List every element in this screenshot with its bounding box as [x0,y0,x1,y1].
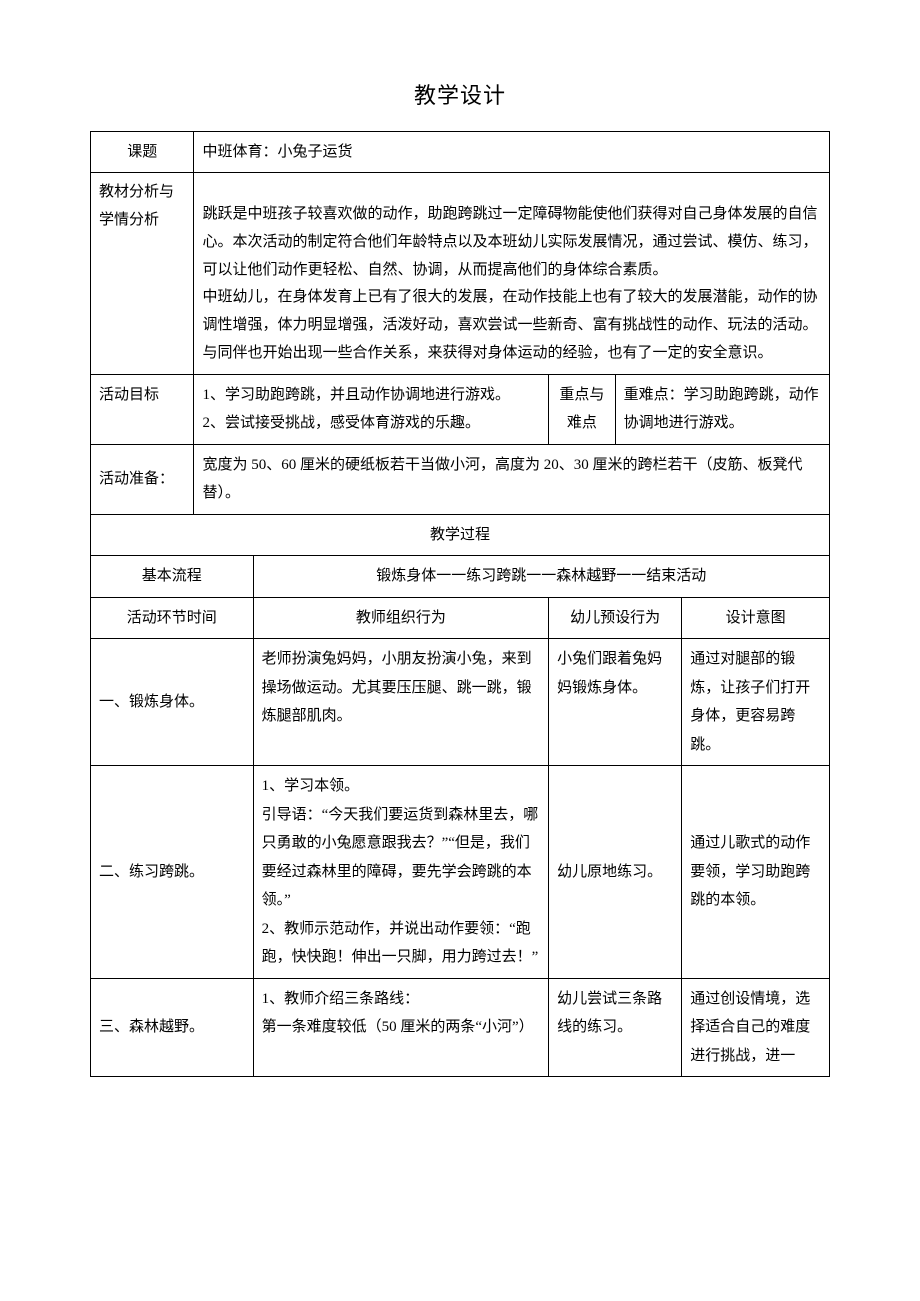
teaching-process-table: 教学过程 基本流程 锻炼身体一一练习跨跳一一森林越野一一结束活动 活动环节时间 … [90,515,830,1078]
analysis-label: 教材分析与学情分析 [91,173,194,375]
topic-value: 中班体育：小兔子运货 [194,131,830,173]
basic-flow-row: 基本流程 锻炼身体一一练习跨跳一一森林越野一一结束活动 [91,556,830,598]
objective-text: 1、学习助跑跨跳，并且动作协调地进行游戏。2、尝试接受挑战，感受体育游戏的乐趣。 [194,374,549,444]
col-child-label: 幼儿预设行为 [549,597,682,639]
teacher-1: 老师扮演兔妈妈，小朋友扮演小兔，来到操场做运动。尤其要压压腿、跳一跳，锻炼腿部肌… [253,639,549,766]
prep-text: 宽度为 50、60 厘米的硬纸板若干当做小河，高度为 20、30 厘米的跨栏若干… [194,444,830,514]
process-header-row: 活动环节时间 教师组织行为 幼儿预设行为 设计意图 [91,597,830,639]
intent-1: 通过对腿部的锻炼，让孩子们打开身体，更容易跨跳。 [682,639,830,766]
process-row-1: 一、锻炼身体。 老师扮演兔妈妈，小朋友扮演小兔，来到操场做运动。尤其要压压腿、跳… [91,639,830,766]
objective-row: 活动目标 1、学习助跑跨跳，并且动作协调地进行游戏。2、尝试接受挑战，感受体育游… [91,374,830,444]
lesson-plan-table: 课题 中班体育：小兔子运货 教材分析与学情分析 跳跃是中班孩子较喜欢做的动作，助… [90,131,830,515]
phase-time-label: 活动环节时间 [91,597,254,639]
topic-row: 课题 中班体育：小兔子运货 [91,131,830,173]
basic-flow-label: 基本流程 [91,556,254,598]
phase-2: 二、练习跨跳。 [91,766,254,979]
phase-1: 一、锻炼身体。 [91,639,254,766]
child-1: 小兔们跟着兔妈妈锻炼身体。 [549,639,682,766]
basic-flow-text: 锻炼身体一一练习跨跳一一森林越野一一结束活动 [253,556,829,598]
objective-label: 活动目标 [91,374,194,444]
child-3: 幼儿尝试三条路线的练习。 [549,978,682,1077]
col-intent-label: 设计意图 [682,597,830,639]
intent-2: 通过儿歌式的动作要领，学习助跑跨跳的本领。 [682,766,830,979]
teaching-process-title: 教学过程 [91,515,830,556]
teacher-3: 1、教师介绍三条路线：第一条难度较低（50 厘米的两条“小河”） [253,978,549,1077]
analysis-row: 教材分析与学情分析 跳跃是中班孩子较喜欢做的动作，助跑跨跳过一定障碍物能使他们获… [91,173,830,375]
process-row-2: 二、练习跨跳。 1、学习本领。引导语：“今天我们要运货到森林里去，哪只勇敢的小兔… [91,766,830,979]
analysis-text: 跳跃是中班孩子较喜欢做的动作，助跑跨跳过一定障碍物能使他们获得对自己身体发展的自… [194,173,830,375]
key-diff-label: 重点与难点 [549,374,616,444]
col-teacher-label: 教师组织行为 [253,597,549,639]
topic-label: 课题 [91,131,194,173]
intent-3: 通过创设情境，选择适合自己的难度进行挑战，进一 [682,978,830,1077]
child-2: 幼儿原地练习。 [549,766,682,979]
prep-row: 活动准备： 宽度为 50、60 厘米的硬纸板若干当做小河，高度为 20、30 厘… [91,444,830,514]
page-title: 教学设计 [90,75,830,117]
prep-label: 活动准备： [91,444,194,514]
key-diff-text: 重难点：学习助跑跨跳，动作协调地进行游戏。 [615,374,829,444]
teacher-2: 1、学习本领。引导语：“今天我们要运货到森林里去，哪只勇敢的小兔愿意跟我去？”“… [253,766,549,979]
process-row-3: 三、森林越野。 1、教师介绍三条路线：第一条难度较低（50 厘米的两条“小河”）… [91,978,830,1077]
phase-3: 三、森林越野。 [91,978,254,1077]
